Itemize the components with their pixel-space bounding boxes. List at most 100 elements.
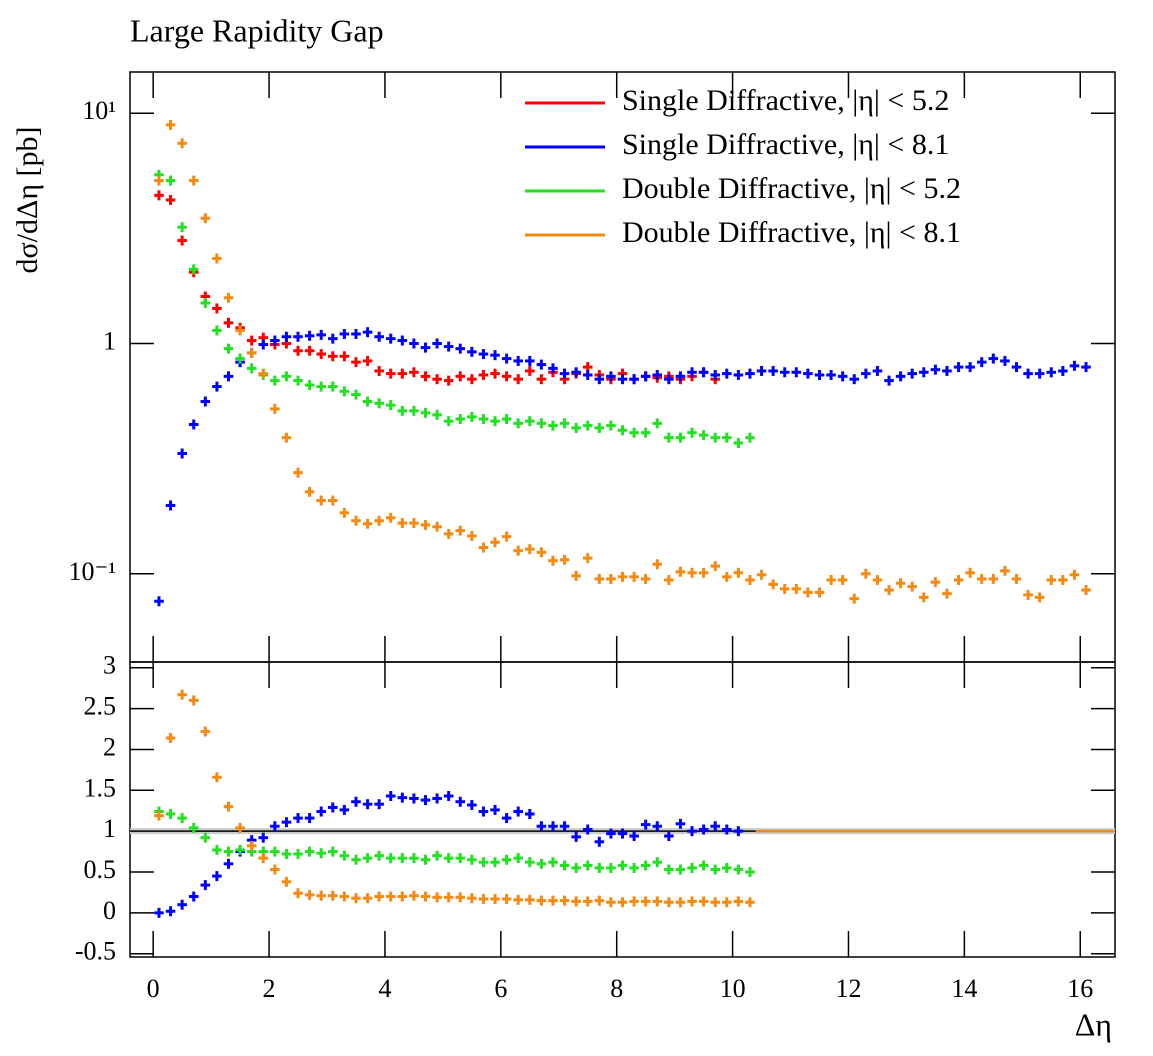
data-point bbox=[316, 495, 326, 506]
data-point bbox=[374, 891, 384, 902]
data-point bbox=[652, 857, 663, 868]
data-point bbox=[571, 862, 581, 873]
data-point bbox=[177, 235, 187, 246]
data-point bbox=[270, 846, 280, 857]
data-point bbox=[235, 353, 245, 364]
data-point bbox=[293, 345, 303, 356]
data-point bbox=[293, 813, 303, 824]
data-point bbox=[907, 581, 917, 592]
data-point bbox=[409, 793, 419, 804]
data-point bbox=[687, 567, 697, 578]
data-point bbox=[212, 303, 222, 314]
data-point bbox=[246, 363, 257, 374]
data-point bbox=[270, 403, 280, 414]
data-point bbox=[339, 507, 350, 518]
x-tick-label: 0 bbox=[147, 974, 160, 1003]
data-point bbox=[443, 416, 454, 427]
data-point bbox=[316, 806, 326, 817]
data-point bbox=[270, 821, 280, 832]
data-point bbox=[559, 554, 570, 565]
data-point bbox=[722, 897, 732, 908]
data-point bbox=[455, 371, 466, 382]
data-point bbox=[501, 353, 512, 364]
data-point bbox=[374, 398, 384, 409]
data-point bbox=[536, 374, 547, 385]
data-point bbox=[374, 365, 384, 376]
data-point bbox=[397, 335, 408, 346]
data-point bbox=[490, 350, 500, 361]
data-point bbox=[351, 796, 361, 807]
data-point bbox=[536, 858, 547, 869]
data-point bbox=[942, 365, 952, 376]
data-point bbox=[165, 500, 176, 511]
data-point bbox=[443, 528, 454, 539]
data-point bbox=[281, 371, 292, 382]
data-point bbox=[200, 832, 211, 843]
data-point bbox=[362, 518, 373, 529]
data-point bbox=[942, 588, 952, 599]
data-point bbox=[304, 889, 315, 900]
y-tick-label: 1 bbox=[103, 814, 116, 843]
data-point bbox=[455, 892, 466, 903]
data-point bbox=[385, 791, 396, 802]
data-point bbox=[919, 367, 929, 378]
data-point bbox=[525, 416, 535, 427]
data-point bbox=[640, 819, 651, 830]
data-point bbox=[849, 374, 860, 385]
data-point bbox=[513, 806, 523, 817]
data-point bbox=[559, 418, 570, 429]
data-point bbox=[976, 357, 987, 368]
data-point bbox=[455, 414, 466, 425]
data-point bbox=[606, 862, 616, 873]
data-point bbox=[513, 355, 523, 366]
data-point bbox=[664, 574, 674, 585]
data-point bbox=[513, 894, 523, 905]
data-point bbox=[617, 425, 628, 436]
data-point bbox=[629, 896, 639, 907]
data-point bbox=[177, 689, 187, 700]
data-point bbox=[1081, 585, 1091, 596]
data-point bbox=[293, 375, 303, 386]
data-point bbox=[443, 853, 454, 864]
data-point bbox=[582, 369, 593, 380]
data-point bbox=[478, 857, 489, 868]
data-point bbox=[687, 427, 697, 438]
data-point bbox=[316, 329, 326, 340]
data-point bbox=[861, 568, 871, 579]
data-point bbox=[698, 567, 709, 578]
data-point bbox=[710, 821, 720, 832]
data-point bbox=[594, 836, 605, 847]
data-point bbox=[467, 854, 477, 865]
data-point bbox=[246, 347, 257, 358]
data-point bbox=[745, 432, 755, 443]
data-point bbox=[953, 362, 964, 373]
data-point bbox=[443, 341, 454, 352]
data-point bbox=[594, 862, 605, 873]
data-point bbox=[768, 579, 778, 590]
data-point bbox=[304, 345, 315, 356]
data-point bbox=[525, 365, 535, 376]
data-point bbox=[490, 804, 500, 815]
data-point bbox=[293, 467, 303, 478]
data-point bbox=[733, 437, 744, 448]
data-point bbox=[606, 573, 616, 584]
data-point bbox=[826, 574, 836, 585]
data-point bbox=[223, 801, 234, 812]
data-point bbox=[351, 328, 361, 339]
data-point bbox=[606, 897, 616, 908]
data-point bbox=[698, 860, 709, 871]
data-point bbox=[745, 574, 755, 585]
data-point bbox=[617, 828, 628, 839]
data-point bbox=[629, 571, 639, 582]
data-point bbox=[664, 897, 674, 908]
x-tick-label: 14 bbox=[951, 974, 977, 1003]
data-point bbox=[513, 374, 523, 385]
data-point bbox=[200, 880, 211, 891]
data-point bbox=[1058, 574, 1068, 585]
data-point bbox=[409, 853, 419, 864]
data-point bbox=[328, 381, 338, 392]
x-tick-label: 8 bbox=[610, 974, 623, 1003]
data-point bbox=[154, 810, 164, 821]
data-point bbox=[443, 791, 454, 802]
x-tick-label: 4 bbox=[378, 974, 391, 1003]
